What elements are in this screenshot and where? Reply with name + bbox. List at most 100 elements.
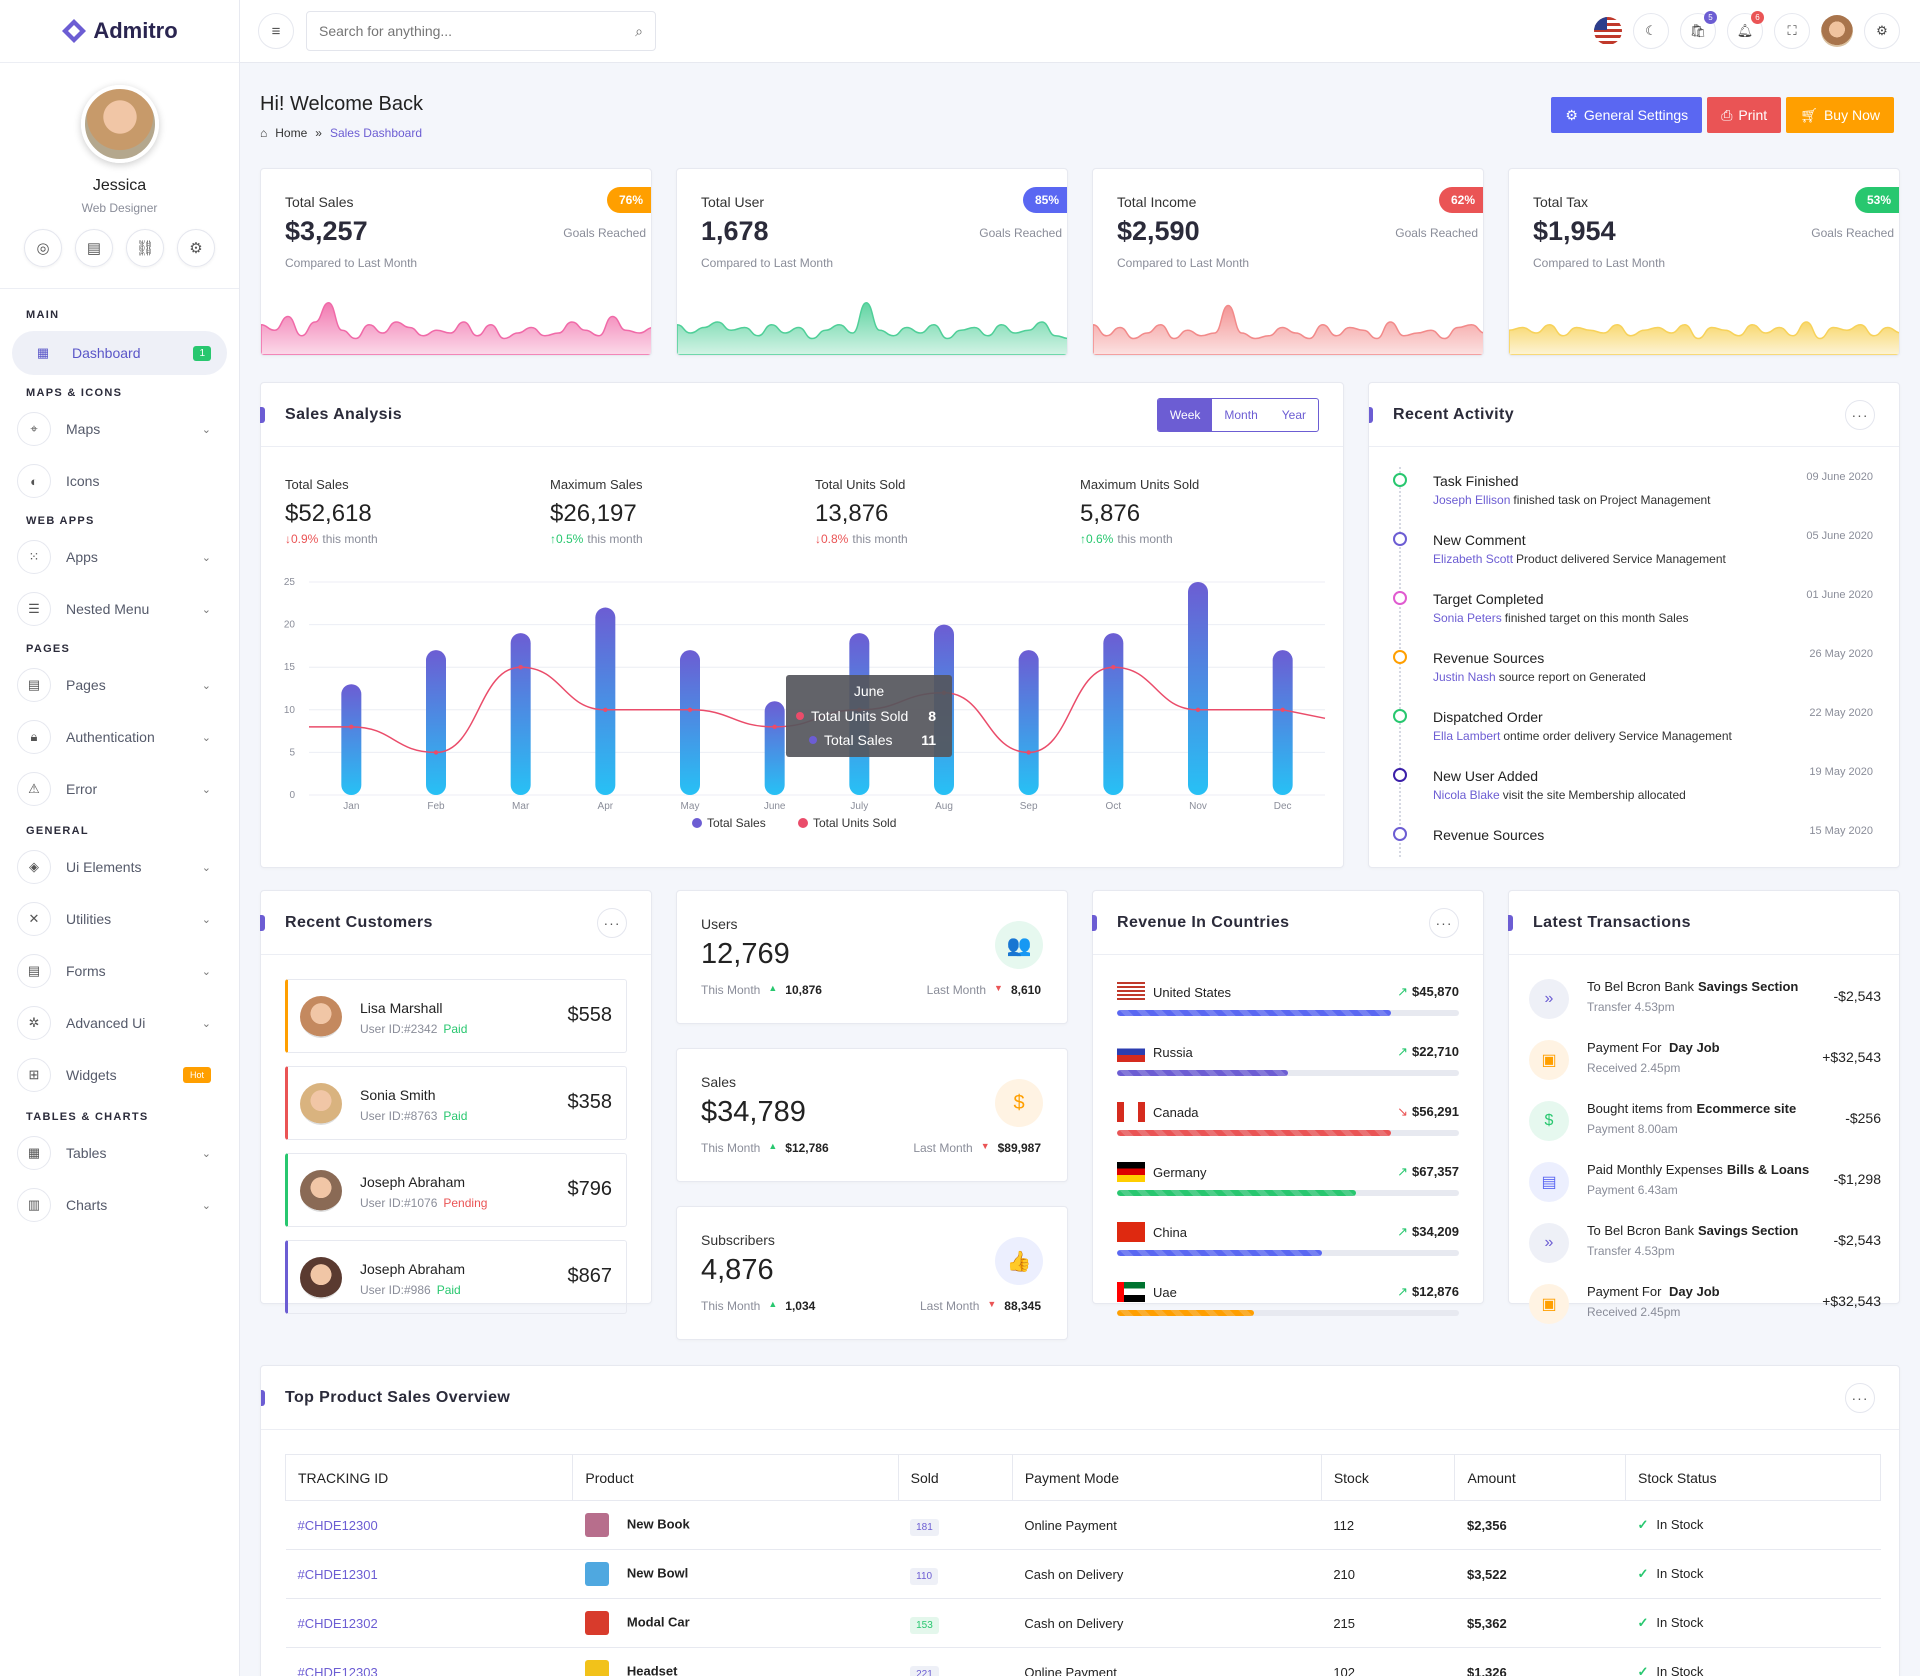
buy-now-button[interactable]: 🛒︎ Buy Now xyxy=(1786,97,1894,133)
table-header[interactable]: Amount xyxy=(1454,1454,1626,1501)
line-point[interactable] xyxy=(687,707,693,712)
table-row[interactable]: #CHDE12301 New Bowl 110 Cash on Delivery 210… xyxy=(285,1549,1881,1599)
bar-total-sales[interactable] xyxy=(595,607,616,795)
line-point[interactable] xyxy=(433,750,439,755)
line-point[interactable] xyxy=(1026,750,1031,755)
tracking-id[interactable]: #CHDE12302 xyxy=(285,1598,573,1648)
activity-item[interactable]: Task Finished 09 June 2020 Joseph Ellison f… xyxy=(1393,471,1873,521)
transaction-row[interactable]: ▤ Paid Monthly Expenses Bills & Loans Payme… xyxy=(1529,1156,1881,1212)
sidebar-item-maps[interactable]: ⌖ Maps ⌄ xyxy=(0,403,239,455)
sidebar-item-nested-menu[interactable]: ☰ Nested Menu ⌄ xyxy=(0,583,239,635)
tab-month[interactable]: Month xyxy=(1224,408,1258,422)
transaction-row[interactable]: ▣ Payment For Day Job Received 2.45pm +$32,… xyxy=(1529,1278,1881,1334)
document-icon[interactable]: ▤ xyxy=(75,229,113,267)
sidebar-item-charts[interactable]: ▥ Charts ⌄ xyxy=(0,1179,239,1231)
activity-item[interactable]: Target Completed 01 June 2020 Sonia Peters… xyxy=(1393,589,1873,639)
sidebar-item-dashboard[interactable]: ▦ Dashboard 1 xyxy=(12,331,227,375)
table-header[interactable]: Stock Status xyxy=(1624,1454,1882,1501)
tracking-id[interactable]: #CHDE12301 xyxy=(285,1549,573,1599)
activity-item[interactable]: Revenue Sources 15 May 2020 xyxy=(1393,825,1873,867)
table-header[interactable]: Product xyxy=(572,1454,899,1501)
line-point[interactable] xyxy=(518,665,523,670)
line-point[interactable] xyxy=(1195,707,1201,712)
sidebar-item-forms[interactable]: ▤ Forms ⌄ xyxy=(0,945,239,997)
bar-total-sales[interactable] xyxy=(1188,582,1208,795)
line-point[interactable] xyxy=(603,707,608,712)
search-icon[interactable]: ⌕ xyxy=(635,22,643,39)
fullscreen-icon[interactable]: ⛶ xyxy=(1774,13,1810,49)
more-options-icon[interactable]: ··· xyxy=(1845,400,1875,430)
share-icon[interactable]: ⛓ xyxy=(126,229,164,267)
table-row[interactable]: #CHDE12303 Headset 221 Online Payment 102 $1,… xyxy=(285,1647,1881,1676)
bar-total-sales[interactable] xyxy=(764,701,785,795)
country-row[interactable]: Russia ↗ $22,710 xyxy=(1117,1042,1459,1078)
bar-total-sales[interactable] xyxy=(426,650,446,795)
legend-total-units-sold[interactable]: Total Units Sold xyxy=(813,816,896,830)
print-button[interactable]: ⎙ Print xyxy=(1707,97,1782,133)
country-row[interactable]: United States ↗ $45,870 xyxy=(1117,982,1459,1018)
line-point[interactable] xyxy=(349,724,354,730)
menu-toggle-icon[interactable]: ≡ xyxy=(258,13,294,49)
more-options-icon[interactable]: ··· xyxy=(597,908,627,938)
transaction-row[interactable]: » To Bel Bcron Bank Savings Section Transfe… xyxy=(1529,1217,1881,1273)
activity-user[interactable]: Ella Lambert xyxy=(1433,729,1501,743)
tracking-id[interactable]: #CHDE12303 xyxy=(285,1647,573,1676)
country-row[interactable]: Canada ↘ $56,291 xyxy=(1117,1102,1459,1138)
general-settings-button[interactable]: ⚙ General Settings xyxy=(1551,97,1703,133)
bar-total-sales[interactable] xyxy=(510,633,531,795)
line-point[interactable] xyxy=(1280,707,1285,712)
table-row[interactable]: #CHDE12302 Modal Car 153 Cash on Delivery 21… xyxy=(285,1598,1881,1648)
activity-item[interactable]: New Comment 05 June 2020 Elizabeth Scott Pr… xyxy=(1393,530,1873,580)
search-input[interactable] xyxy=(319,23,636,39)
customer-row[interactable]: Joseph Abraham User ID:#1076 Pending $796 xyxy=(285,1153,627,1227)
country-row[interactable]: China ↗ $34,209 xyxy=(1117,1222,1459,1258)
bar-total-sales[interactable] xyxy=(1103,633,1124,795)
customer-row[interactable]: Joseph Abraham User ID:#986 Paid $867 xyxy=(285,1240,627,1314)
user-avatar[interactable] xyxy=(1821,15,1853,47)
activity-item[interactable]: Revenue Sources 26 May 2020 Justin Nash sou… xyxy=(1393,648,1873,698)
country-row[interactable]: Germany ↗ $67,357 xyxy=(1117,1162,1459,1198)
bar-total-sales[interactable] xyxy=(1272,650,1293,795)
sidebar-item-error[interactable]: ⚠ Error ⌄ xyxy=(0,763,239,815)
legend-total-sales[interactable]: Total Sales xyxy=(707,816,766,830)
sidebar-item-pages[interactable]: ▤ Pages ⌄ xyxy=(0,659,239,711)
sidebar-item-widgets[interactable]: ⊞ Widgets Hot xyxy=(0,1049,239,1101)
table-header[interactable]: Stock xyxy=(1320,1454,1456,1501)
sidebar-item-authentication[interactable]: 🔒︎ Authentication ⌄ xyxy=(0,711,239,763)
sidebar-item-icons[interactable]: ◐ Icons xyxy=(0,455,239,507)
moon-icon[interactable]: ☾ xyxy=(1633,13,1669,49)
more-options-icon[interactable]: ··· xyxy=(1845,1383,1875,1413)
logo[interactable]: Admitro xyxy=(0,0,239,63)
gear-icon[interactable]: ⚙ xyxy=(1864,13,1900,49)
tab-year[interactable]: Year xyxy=(1281,408,1306,422)
activity-user[interactable]: Joseph Ellison xyxy=(1433,493,1511,507)
table-row[interactable]: #CHDE12300 New Book 181 Online Payment 112 $2… xyxy=(285,1500,1881,1550)
bell-icon[interactable]: 🔔︎ 6 xyxy=(1727,11,1764,49)
sidebar-item-apps[interactable]: ⁙ Apps ⌄ xyxy=(0,531,239,583)
table-header[interactable]: Sold xyxy=(897,1454,1013,1501)
more-options-icon[interactable]: ··· xyxy=(1429,908,1459,938)
tracking-id[interactable]: #CHDE12300 xyxy=(285,1500,573,1550)
transaction-row[interactable]: » To Bel Bcron Bank Savings Section Transfe… xyxy=(1529,973,1881,1029)
bar-total-sales[interactable] xyxy=(680,650,700,795)
transaction-row[interactable]: ▣ Payment For Day Job Received 2.45pm +$32,… xyxy=(1529,1034,1881,1090)
bar-total-sales[interactable] xyxy=(341,684,362,795)
transaction-row[interactable]: $ Bought items from Ecommerce site Payment … xyxy=(1529,1095,1881,1151)
table-header[interactable]: Payment Mode xyxy=(1011,1454,1322,1501)
lifebuoy-icon[interactable]: ◎ xyxy=(24,229,62,267)
activity-item[interactable]: New User Added 19 May 2020 Nicola Blake vis… xyxy=(1393,766,1873,816)
bar-total-sales[interactable] xyxy=(1018,650,1039,795)
search-box[interactable]: ⌕ xyxy=(306,11,656,51)
sidebar-item-utilities[interactable]: ✕ Utilities ⌄ xyxy=(0,893,239,945)
line-point[interactable] xyxy=(1111,665,1116,670)
us-flag-icon[interactable] xyxy=(1594,17,1622,45)
tab-week[interactable]: Week xyxy=(1157,399,1213,431)
country-row[interactable]: Uae ↗ $12,876 xyxy=(1117,1282,1459,1318)
settings-icon[interactable]: ⚙ xyxy=(177,229,215,267)
sidebar-item-ui-elements[interactable]: ◈ Ui Elements ⌄ xyxy=(0,841,239,893)
profile-avatar[interactable] xyxy=(80,85,159,163)
cart-icon[interactable]: 🛍︎ 5 xyxy=(1680,11,1717,49)
activity-user[interactable]: Elizabeth Scott xyxy=(1433,552,1514,566)
sidebar-item-tables[interactable]: ▦ Tables ⌄ xyxy=(0,1127,239,1179)
breadcrumb-home[interactable]: Home xyxy=(275,126,308,140)
